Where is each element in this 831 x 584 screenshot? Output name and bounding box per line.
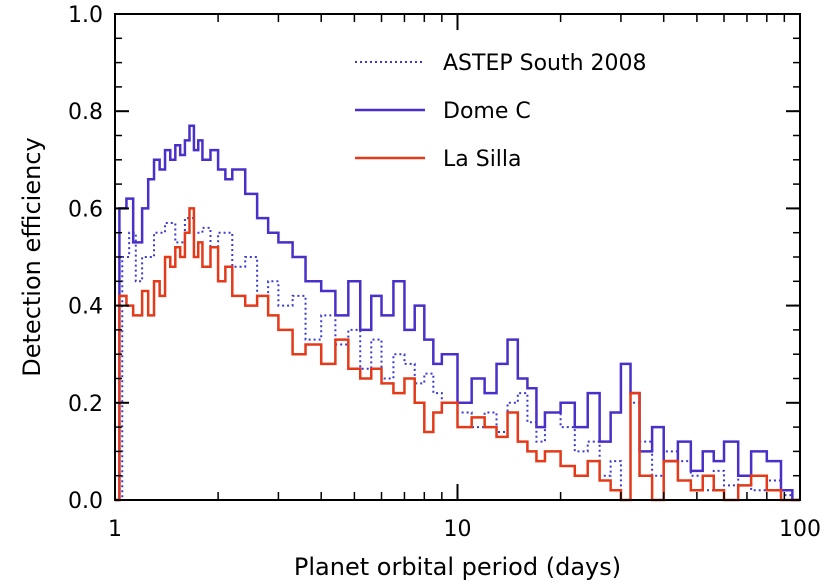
ticks-layer: 0.0 0.2 0.4 0.6 0.8 1.0 1 10 100 [68,3,821,542]
series-line-0 [115,217,800,501]
legend-label: Dome C [443,99,531,124]
y-tick-label: 1.0 [68,3,103,28]
legend-label: ASTEP South 2008 [443,51,647,76]
y-tick-label: 0.2 [68,392,103,417]
plot-area: 0.0 0.2 0.4 0.6 0.8 1.0 1 10 100 [68,3,821,542]
x-tick-label: 10 [444,517,472,542]
series-line-1 [115,124,800,502]
x-tick-label: 100 [779,517,821,542]
x-axis-label: Planet orbital period (days) [294,553,621,581]
legend: ASTEP South 2008 Dome C La Silla [355,51,647,172]
y-tick-label: 0.4 [68,295,103,320]
y-axis-label: Detection efficiency [18,137,46,376]
y-tick-label: 0.0 [68,489,103,514]
legend-label: La Silla [443,147,522,172]
series-layer [115,124,800,502]
series-line-2 [115,207,800,502]
y-tick-label: 0.6 [68,197,103,222]
y-tick-label: 0.8 [68,100,103,125]
x-tick-label: 1 [108,517,122,542]
